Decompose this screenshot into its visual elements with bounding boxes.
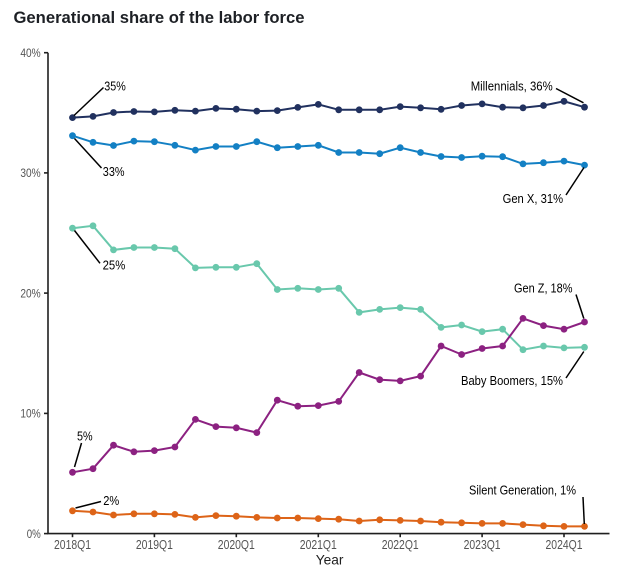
svg-text:2020Q1: 2020Q1 bbox=[218, 537, 255, 552]
svg-text:2021Q1: 2021Q1 bbox=[300, 537, 337, 552]
svg-text:2023Q1: 2023Q1 bbox=[464, 537, 501, 552]
svg-text:2018Q1: 2018Q1 bbox=[54, 537, 91, 552]
svg-text:33%: 33% bbox=[103, 164, 125, 179]
svg-text:2%: 2% bbox=[103, 493, 119, 508]
svg-text:25%: 25% bbox=[103, 258, 126, 273]
svg-text:40%: 40% bbox=[20, 46, 41, 60]
svg-text:Generational share of the labo: Generational share of the labor force bbox=[14, 8, 305, 27]
svg-text:0%: 0% bbox=[27, 527, 41, 541]
svg-text:2022Q1: 2022Q1 bbox=[382, 537, 419, 552]
svg-text:2024Q1: 2024Q1 bbox=[546, 537, 583, 552]
svg-text:10%: 10% bbox=[20, 407, 41, 421]
svg-text:Gen X, 31%: Gen X, 31% bbox=[503, 191, 564, 206]
svg-text:5%: 5% bbox=[77, 428, 93, 443]
svg-text:Baby Boomers, 15%: Baby Boomers, 15% bbox=[461, 373, 563, 388]
svg-text:Silent Generation, 1%: Silent Generation, 1% bbox=[469, 483, 576, 498]
svg-text:Year: Year bbox=[316, 551, 344, 567]
svg-text:35%: 35% bbox=[104, 78, 126, 93]
svg-text:20%: 20% bbox=[20, 286, 41, 300]
svg-text:30%: 30% bbox=[20, 166, 41, 180]
svg-text:Gen Z, 18%: Gen Z, 18% bbox=[514, 281, 573, 296]
svg-text:Millennials, 36%: Millennials, 36% bbox=[471, 78, 553, 93]
svg-text:2019Q1: 2019Q1 bbox=[136, 537, 173, 552]
